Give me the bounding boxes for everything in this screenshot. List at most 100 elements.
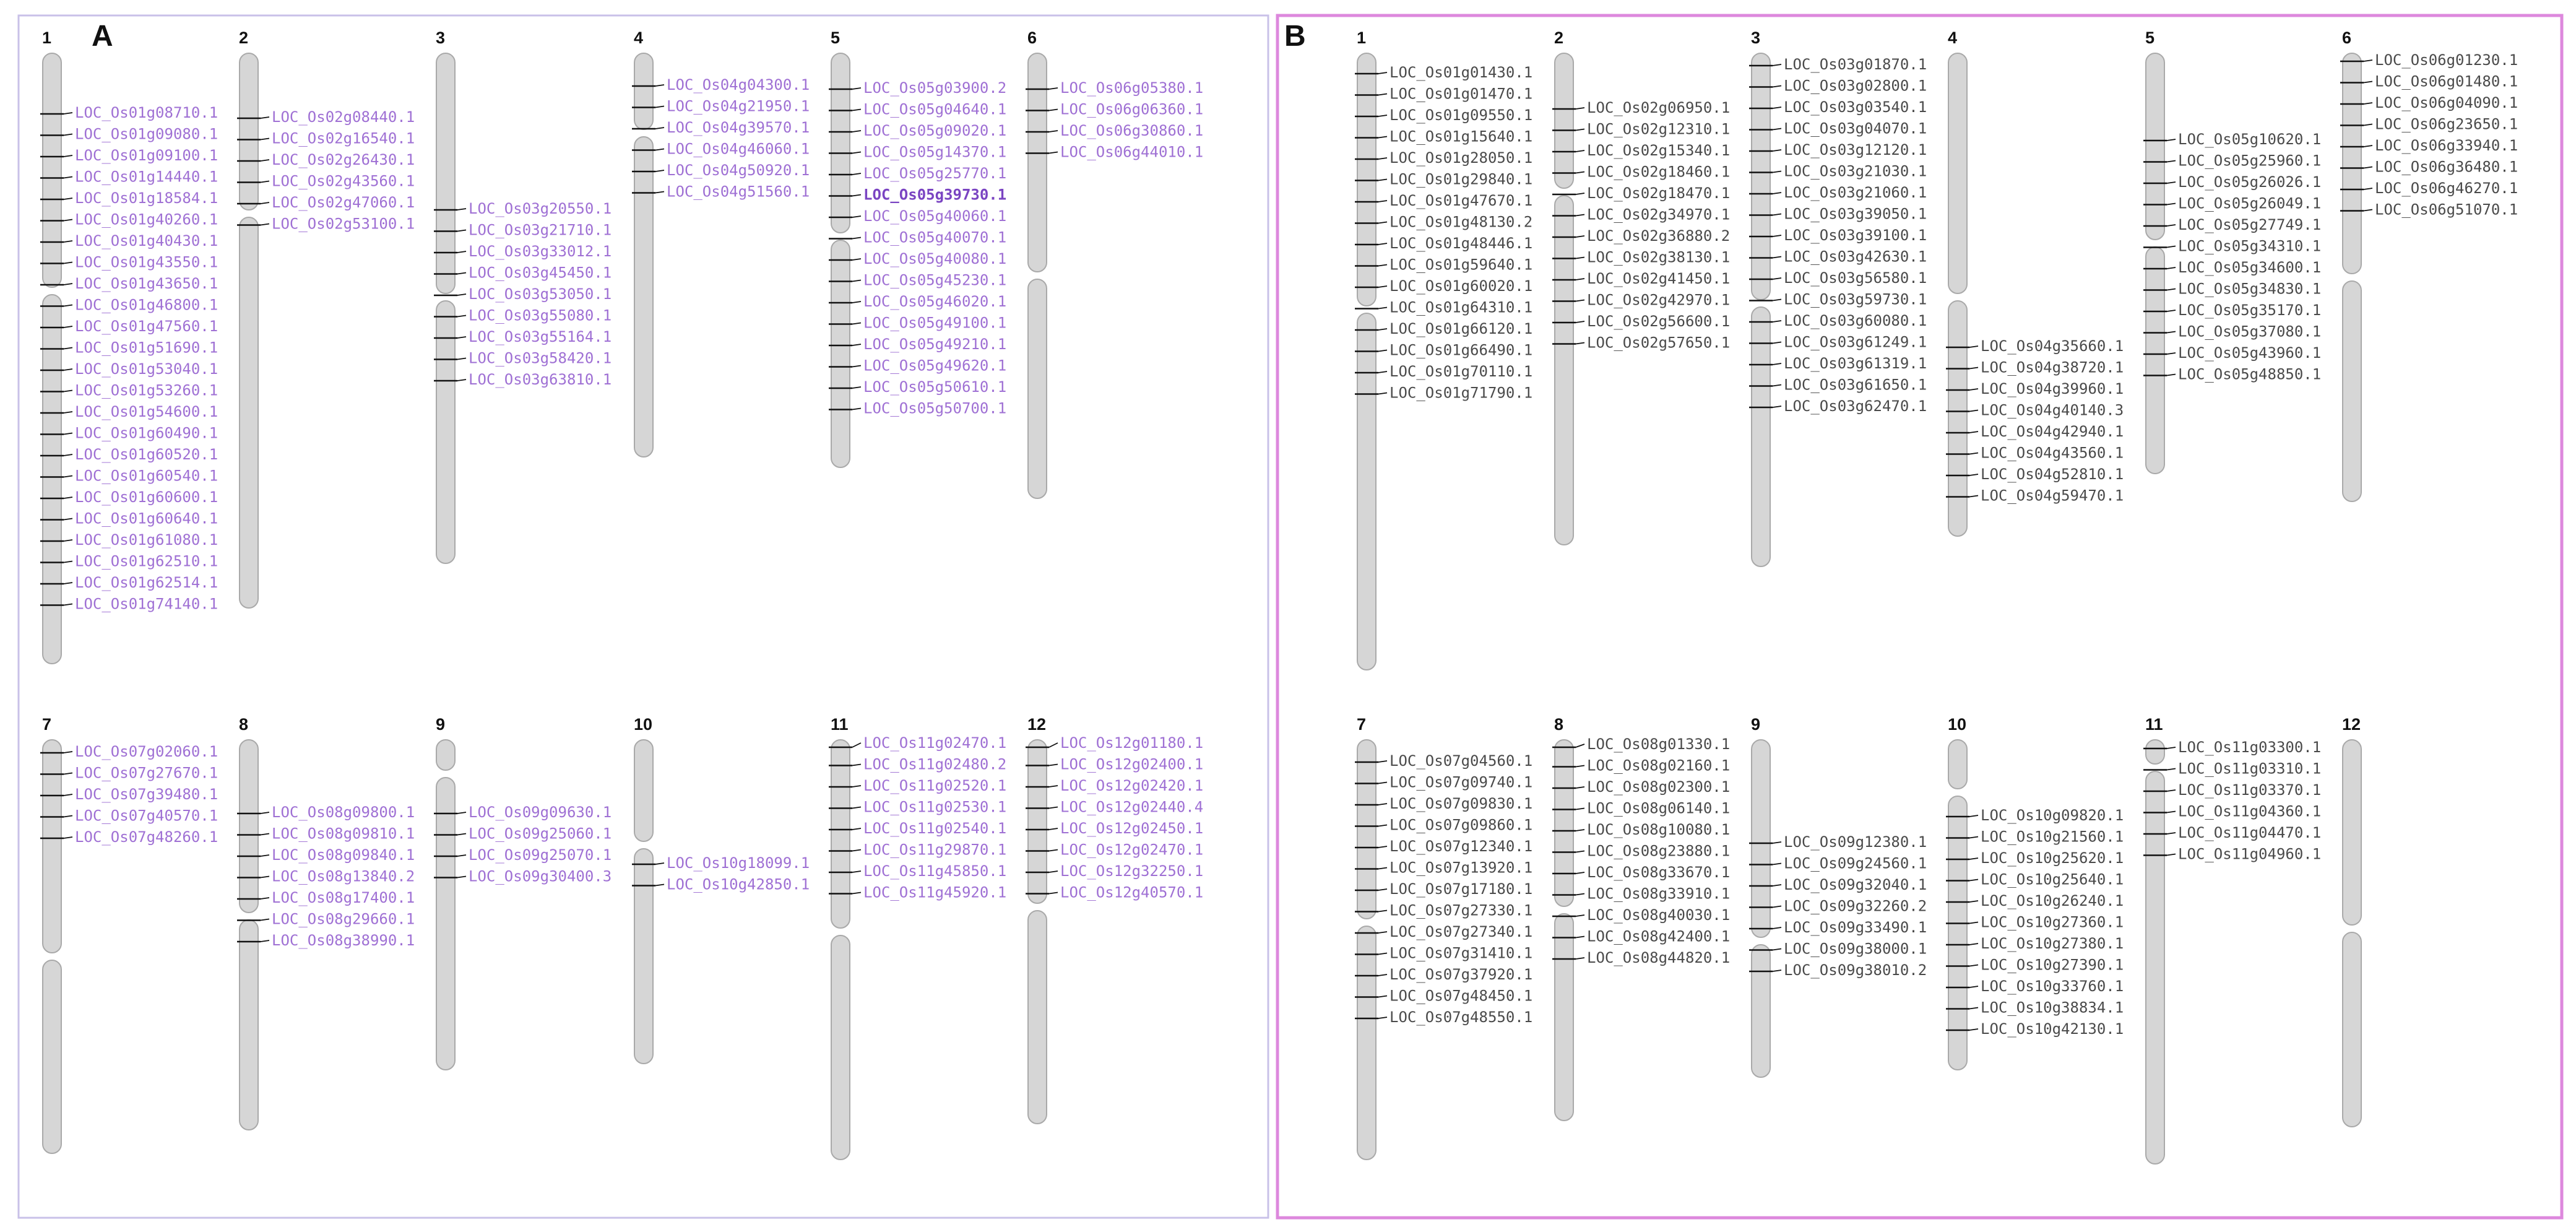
leader-line <box>852 87 862 90</box>
gene-label: LOC_Os07g48260.1 <box>75 828 218 846</box>
leader-line <box>1048 785 1058 787</box>
leader-line <box>260 812 270 814</box>
chromosome-number: 1 <box>1357 28 1366 47</box>
chromosome-long-arm <box>2342 280 2362 502</box>
gene-label: LOC_Os05g34830.1 <box>2178 280 2321 298</box>
leader-line <box>655 148 665 151</box>
chromosome-number: 9 <box>436 715 445 734</box>
chromosome-10: 10 LOC_Os10g09820.1 LOC_Os10g21560.1 LOC_Os… <box>1946 715 2124 1070</box>
chromosome-short-arm <box>831 739 850 929</box>
leader-line <box>1772 170 1782 173</box>
gene-label: LOC_Os02g57650.1 <box>1587 334 1730 352</box>
chromosome-2: 2 LOC_Os02g08440.1 LOC_Os02g16540.1 LOC_Os0… <box>237 28 415 609</box>
chromosome-short-arm <box>831 53 850 233</box>
leader-line <box>1575 171 1585 174</box>
gene-label: LOC_Os01g15640.1 <box>1390 128 1532 145</box>
gene-label: LOC_Os03g21030.1 <box>1784 163 1927 180</box>
leader-line <box>1772 884 1782 887</box>
chromosome-short-arm <box>1948 739 1968 789</box>
gene-label: LOC_Os03g12120.1 <box>1784 141 1927 158</box>
chromosome-short-arm <box>42 739 62 953</box>
leader-line <box>852 785 862 787</box>
leader-line <box>852 870 862 873</box>
leader-line <box>655 170 665 172</box>
gene-label: LOC_Os05g04640.1 <box>863 101 1006 118</box>
leader-line <box>1378 931 1388 934</box>
leader-line <box>1772 341 1782 344</box>
leader-line <box>1969 345 1979 348</box>
gene-label: LOC_Os05g49100.1 <box>863 315 1006 332</box>
leader-line <box>1575 256 1585 259</box>
chromosome-long-arm <box>42 294 62 664</box>
gene-label: LOC_Os08g01330.1 <box>1587 735 1730 753</box>
leader-line <box>1048 742 1058 748</box>
leader-line <box>1969 388 1979 391</box>
gene-label: LOC_Os03g04070.1 <box>1784 120 1927 137</box>
leader-line <box>1575 893 1585 896</box>
gene-label: LOC_Os01g46800.1 <box>75 297 218 314</box>
leader-line <box>1378 909 1388 913</box>
leader-line <box>63 475 73 478</box>
leader-line <box>63 560 73 563</box>
gene-label: LOC_Os06g46270.1 <box>2375 180 2518 197</box>
gene-label: LOC_Os05g50610.1 <box>863 378 1006 396</box>
leader-line <box>1048 870 1058 873</box>
leader-line <box>1378 371 1388 373</box>
leader-line <box>1378 824 1388 827</box>
leader-line <box>1772 235 1782 237</box>
gene-label: LOC_Os01g66120.1 <box>1390 320 1532 337</box>
gene-label: LOC_Os01g01430.1 <box>1390 64 1532 81</box>
leader-line <box>2363 145 2373 147</box>
gene-label: LOC_Os10g26240.1 <box>1981 892 2124 909</box>
chromosome-10: 10 LOC_Os10g18099.1 LOC_Os10g42850.1 <box>632 715 810 1064</box>
leader-line <box>1378 974 1388 976</box>
gene-label: LOC_Os02g18470.1 <box>1587 184 1730 202</box>
gene-label: LOC_Os04g04300.1 <box>667 76 810 93</box>
leader-line <box>63 197 73 200</box>
gene-label: LOC_Os08g10080.1 <box>1587 821 1730 838</box>
gene-label: LOC_Os03g53050.1 <box>469 285 612 303</box>
leader-line <box>260 918 270 921</box>
gene-label: LOC_Os02g26430.1 <box>272 151 415 168</box>
gene-label: LOC_Os04g21950.1 <box>667 98 810 115</box>
leader-line <box>2363 80 2373 84</box>
leader-line <box>1772 149 1782 152</box>
leader-line <box>63 432 73 435</box>
gene-label: LOC_Os11g03370.1 <box>2178 781 2321 799</box>
chromosome-short-arm <box>1554 739 1574 907</box>
chromosome-long-arm <box>2342 932 2362 1127</box>
leader-line <box>1772 363 1782 365</box>
leader-line <box>852 742 862 748</box>
leader-line <box>457 812 467 814</box>
gene-label: LOC_Os04g46060.1 <box>667 141 810 158</box>
gene-label: LOC_Os01g64310.1 <box>1390 299 1532 316</box>
leader-line <box>1969 857 1979 860</box>
gene-label: LOC_Os03g63810.1 <box>469 371 612 388</box>
gene-label: LOC_Os10g27360.1 <box>1981 914 2124 931</box>
leader-line <box>63 283 73 285</box>
gene-label: LOC_Os06g01480.1 <box>2375 73 2518 90</box>
panel-letter: B <box>1284 20 1306 53</box>
leader-line <box>1575 321 1585 323</box>
gene-label: LOC_Os03g58420.1 <box>469 350 612 367</box>
leader-line <box>2166 202 2176 206</box>
leader-line <box>1575 150 1585 152</box>
leader-line <box>1575 807 1585 810</box>
gene-label: LOC_Os01g09100.1 <box>75 147 218 164</box>
gene-label: LOC_Os06g44010.1 <box>1060 144 1203 161</box>
leader-line <box>63 112 73 115</box>
leader-line <box>1772 128 1782 131</box>
chromosome-short-arm <box>2145 53 2165 240</box>
leader-line <box>1772 927 1782 929</box>
chromosome-long-arm <box>634 848 654 1064</box>
leader-line <box>1575 914 1585 917</box>
gene-label: LOC_Os11g02520.1 <box>863 777 1006 794</box>
chromosome-7: 7 LOC_Os07g02060.1 LOC_Os07g27670.1 LOC_Os0… <box>40 715 218 1154</box>
gene-label: LOC_Os07g13920.1 <box>1390 859 1532 877</box>
leader-line <box>1969 452 1979 455</box>
leader-line <box>260 116 270 119</box>
gene-label: LOC_Os03g03540.1 <box>1784 98 1927 116</box>
leader-line <box>1575 957 1585 960</box>
gene-label: LOC_Os11g02480.2 <box>863 756 1006 773</box>
